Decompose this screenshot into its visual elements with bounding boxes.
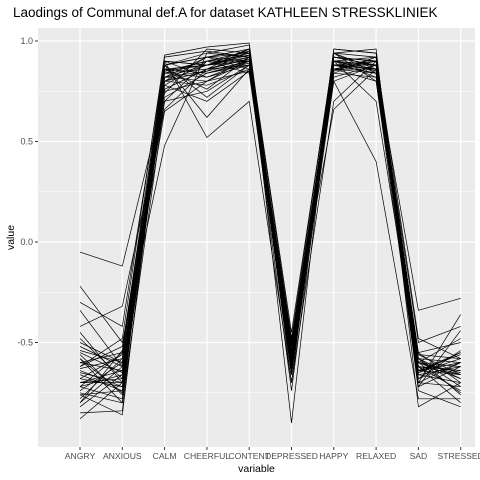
y-tick-label: 0.5 xyxy=(20,137,33,147)
y-tick-label: -0.5 xyxy=(17,338,33,348)
series-line xyxy=(80,58,461,384)
x-tick-label: ANGRY xyxy=(65,451,96,461)
x-tick-label: CONTENT xyxy=(228,451,270,461)
y-axis-ticks: -0.5 0.0 0.5 1.0 xyxy=(17,36,38,348)
x-tick-label: ANXIOUS xyxy=(103,451,142,461)
x-tick-label: CHEERFUL xyxy=(184,451,231,461)
chart-title: Laodings of Communal def.A for dataset K… xyxy=(13,5,437,20)
plot-panel xyxy=(38,28,475,447)
x-tick-label: SAD xyxy=(410,451,428,461)
x-tick-label: RELAXED xyxy=(356,451,396,461)
x-axis-title: variable xyxy=(238,463,275,475)
series-lines xyxy=(79,42,461,423)
x-tick-label: CALM xyxy=(153,451,177,461)
x-tick-label: HAPPY xyxy=(319,451,348,461)
y-tick-label: 0.0 xyxy=(20,237,33,247)
series-line xyxy=(79,56,461,404)
x-axis-ticks: ANGRY ANXIOUS CALM CHEERFULCONTENTDEPRESSED… xyxy=(65,447,480,461)
x-tick-label: STRESSED xyxy=(438,451,480,461)
y-tick-label: 1.0 xyxy=(20,36,33,46)
y-axis-title: value xyxy=(5,225,17,250)
x-tick-label: DEPRESSED xyxy=(265,451,318,461)
